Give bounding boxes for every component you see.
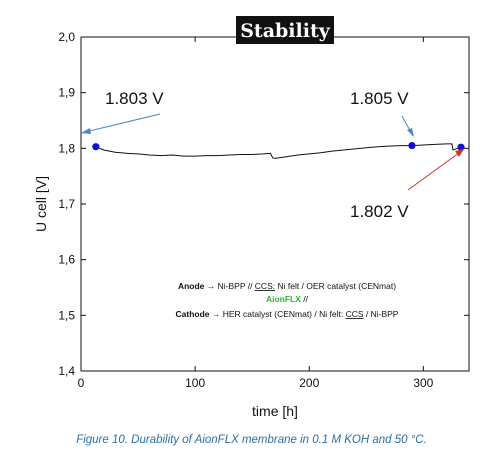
arrowhead-1803 [81,128,91,134]
y-tick-label: 1,9 [58,86,75,100]
x-axis-ticks: 0 100 200 300 [78,37,434,390]
annotation-1802: 1.802 V [350,202,409,221]
legend-cathode-line: Cathode → HER catalyst (CENmat) / Ni fel… [176,309,399,319]
title-box [236,16,334,44]
arrow-1803 [80,113,161,134]
legend-anode-line: Anode → Ni-BPP // CCS: Ni felt / OER cat… [178,281,396,291]
legend-anode-ccs: CCS: [255,281,275,291]
y-tick-label: 2,0 [58,30,75,44]
figure-caption: Figure 10. Durability of AionFLX membran… [76,434,427,446]
y-tick-label: 1,5 [58,308,75,322]
x-tick-label: 100 [185,376,205,390]
legend-anode-label: Anode [178,281,205,291]
data-point-1 [92,143,100,151]
legend-anode-rest2: Ni felt / OER catalyst (CENmat) [275,281,396,291]
annotation-1803: 1.803 V [105,89,164,108]
annotation-1805: 1.805 V [350,89,409,108]
legend-membrane-line: AionFLX // [266,294,309,304]
arrow-1802 [407,149,464,191]
y-tick-label: 1,6 [58,253,75,267]
legend-anode-rest1: → Ni-BPP // [204,281,254,291]
legend-cathode-label: Cathode [176,309,210,319]
x-tick-label: 300 [413,376,433,390]
legend-cathode-rest2: / Ni-BPP [364,309,399,319]
data-point-2 [408,141,416,150]
legend-membrane: AionFLX [266,294,301,304]
y-tick-label: 1,4 [58,364,75,378]
y-axis-ticks: 1,4 1,5 1,6 1,7 1,8 1,9 2,0 [58,30,469,378]
chart-title: Stability [240,20,331,42]
plot-frame [80,36,470,372]
legend-cathode-ccs: CCS [346,309,364,319]
x-tick-label: 0 [78,376,85,390]
y-axis-title: U cell [V] [33,176,49,232]
legend-membrane-rest: // [301,294,309,304]
annotation-arrows [80,113,464,191]
x-axis-title: time [h] [252,403,298,419]
data-points [92,141,465,151]
stability-chart: 1,4 1,5 1,6 1,7 1,8 1,9 2,0 0 100 200 300 1.803 V… [33,16,470,419]
arrowhead-1805 [407,128,414,137]
y-tick-label: 1,7 [58,197,75,211]
series-line [95,143,462,159]
legend-cathode-rest1: → HER catalyst (CENmat) / Ni felt: [210,309,346,319]
data-point-3 [457,143,465,151]
x-tick-label: 200 [299,376,319,390]
y-tick-label: 1,8 [58,141,75,155]
arrowhead-1802 [455,149,464,157]
